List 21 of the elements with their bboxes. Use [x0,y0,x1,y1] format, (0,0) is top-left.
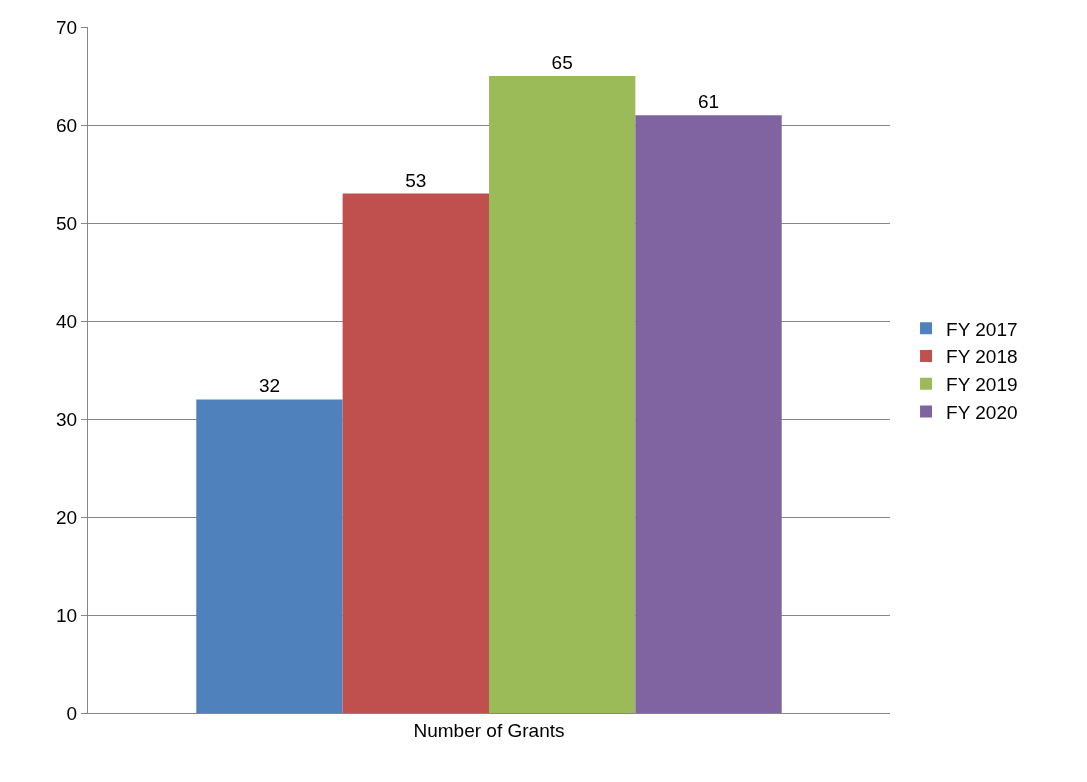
legend-label: FY 2017 [946,318,1018,340]
y-tick-label: 60 [56,114,78,136]
legend-label: FY 2019 [946,374,1018,396]
y-tick-label: 30 [56,408,78,430]
bar [196,399,343,713]
data-label: 61 [697,91,720,113]
y-tick-label: 0 [66,702,78,724]
legend-label: FY 2018 [946,346,1018,368]
y-tick-label: 10 [56,604,78,626]
x-tick-label: Number of Grants [413,719,565,741]
legend-label: FY 2020 [946,401,1018,423]
y-tick-label: 40 [56,310,78,332]
bar [342,193,489,713]
data-label: 65 [551,52,573,73]
bar [635,115,782,713]
y-tick-label: 20 [56,506,78,528]
y-tick-label: 50 [56,212,78,234]
bar [489,76,636,713]
data-label: 32 [258,375,281,397]
y-tick-label: 70 [56,16,78,38]
data-label: 53 [405,169,427,191]
